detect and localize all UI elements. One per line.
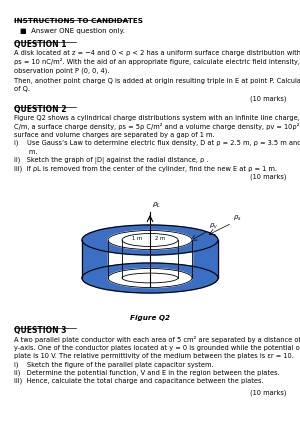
- Text: 2 m: 2 m: [155, 237, 165, 242]
- Text: (10 marks): (10 marks): [250, 95, 286, 101]
- Text: $\rho_s$: $\rho_s$: [233, 214, 242, 223]
- Text: (10 marks): (10 marks): [250, 174, 286, 181]
- Ellipse shape: [82, 225, 218, 255]
- Text: Figure Q2 shows a cylindrical charge distributions system with an infinite line : Figure Q2 shows a cylindrical charge dis…: [14, 115, 300, 138]
- Text: Figure Q2: Figure Q2: [130, 315, 170, 321]
- Text: Then, another point charge Q is added at origin resulting triple in E at point P: Then, another point charge Q is added at…: [14, 78, 300, 92]
- Text: iii)  Hence, calculate the total charge and capacitance between the plates.: iii) Hence, calculate the total charge a…: [14, 378, 264, 385]
- Text: A two parallel plate conductor with each area of 5 cm² are separated by a distan: A two parallel plate conductor with each…: [14, 336, 300, 359]
- Text: A disk located at z = −4 and 0 < ρ < 2 has a uniform surface charge distribution: A disk located at z = −4 and 0 < ρ < 2 h…: [14, 50, 300, 74]
- Text: ■  Answer ONE question only.: ■ Answer ONE question only.: [20, 28, 125, 34]
- Ellipse shape: [108, 268, 192, 287]
- Text: i)    Use Gauss’s Law to determine electric flux density, D at ρ = 2.5 m, ρ = 3.: i) Use Gauss’s Law to determine electric…: [14, 140, 300, 154]
- Text: QUESTION 1: QUESTION 1: [14, 40, 67, 49]
- Ellipse shape: [122, 234, 178, 246]
- Text: INSTRUCTIONS TO CANDIDATES: INSTRUCTIONS TO CANDIDATES: [14, 18, 143, 24]
- Ellipse shape: [122, 273, 178, 283]
- Text: $\rho_L$: $\rho_L$: [152, 201, 161, 210]
- Ellipse shape: [82, 263, 218, 293]
- Text: QUESTION 3: QUESTION 3: [14, 326, 67, 335]
- Text: QUESTION 2: QUESTION 2: [14, 105, 67, 114]
- Text: ii)   Determine the potential function, V and E in the region between the plates: ii) Determine the potential function, V …: [14, 370, 280, 377]
- Text: (10 marks): (10 marks): [250, 390, 286, 396]
- Text: ii)   Sketch the graph of |D| against the radial distance, ρ .: ii) Sketch the graph of |D| against the …: [14, 157, 208, 164]
- Text: $\rho_v$: $\rho_v$: [209, 222, 218, 231]
- Text: i)    Sketch the figure of the parallel plate capacitor system.: i) Sketch the figure of the parallel pla…: [14, 362, 214, 368]
- Text: iii)  If ρL is removed from the center of the cylinder, find the new E at ρ = 1 : iii) If ρL is removed from the center of…: [14, 165, 277, 171]
- Text: 1 m: 1 m: [132, 237, 142, 242]
- Ellipse shape: [108, 231, 192, 249]
